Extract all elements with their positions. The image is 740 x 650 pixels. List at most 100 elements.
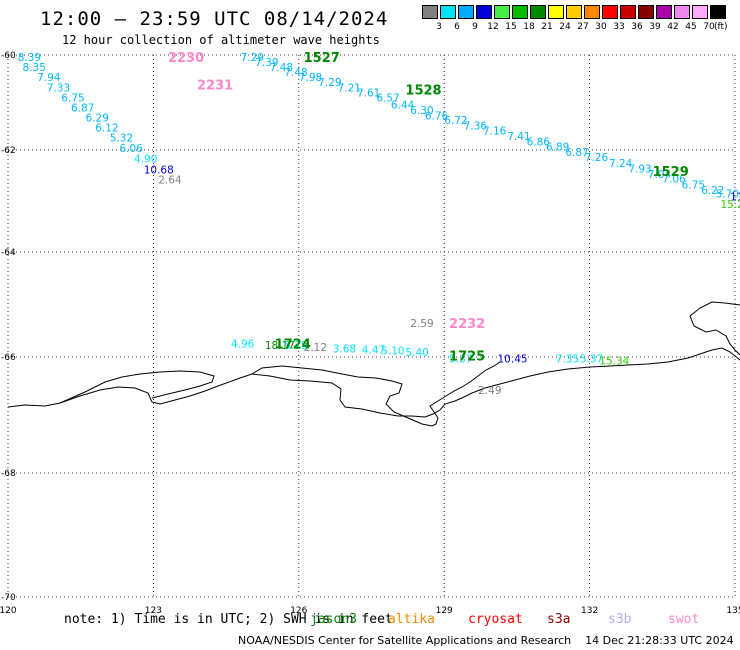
satellite-legend-item: cryosat <box>468 612 523 627</box>
lat-tick-label: -68 <box>1 469 16 479</box>
page-title: 12:00 – 23:59 UTC 08/14/2024 <box>40 8 389 30</box>
wave-height-value: 5.10 <box>381 346 404 358</box>
color-scale-label: 45 <box>685 22 697 32</box>
wave-height-value: 10.68 <box>144 164 174 176</box>
wave-height-value: 6.30 <box>410 105 433 117</box>
note-text: note: 1) Time is in UTC; 2) SWH is in fe… <box>64 612 393 627</box>
wave-height-value: 7.26 <box>585 152 609 164</box>
wave-height-value: 7.41 <box>507 131 530 143</box>
wave-height-value: 15.27 <box>720 199 740 211</box>
lon-tick-label: 123 <box>145 606 162 616</box>
color-scale-swatch <box>512 5 528 19</box>
wave-height-value: 5.70 <box>716 188 739 200</box>
lat-tick-label: -64 <box>1 248 16 258</box>
ice-shelf-west <box>59 370 215 404</box>
color-scale-label: 70 <box>703 22 715 32</box>
wave-height-value: 6.87 <box>71 102 94 114</box>
lat-tick-label: -66 <box>1 353 16 363</box>
wave-height-value: 5.40 <box>405 347 428 359</box>
wave-height-value: 6.44 <box>391 99 415 111</box>
wave-height-value: 2.64 <box>158 175 182 187</box>
pass-time-label: 2231 <box>197 78 233 93</box>
lon-tick-label: 132 <box>581 606 598 616</box>
color-scale-unit: (ft) <box>714 22 728 32</box>
wave-height-value: 5.25 <box>284 340 307 352</box>
pass-time-label: 1528 <box>405 84 441 99</box>
color-scale-label: 6 <box>454 22 460 32</box>
satellite-legend-item: s3a <box>547 612 571 627</box>
lat-lon-grid: 120 123 126 129 132 135 -60 -62 -64 -66 -68 -70 <box>0 51 740 616</box>
color-scale-label: 21 <box>541 22 553 32</box>
wave-height-value: 7.16 <box>483 126 507 138</box>
wave-height-value: 3.68 <box>333 344 356 356</box>
color-scale-swatch <box>692 5 708 19</box>
color-scale-swatch <box>458 5 474 19</box>
lon-tick-label: 120 <box>0 606 17 616</box>
wave-height-value: 2.12 <box>304 342 327 354</box>
satellite-legend-item: swot <box>668 612 700 627</box>
satellite-legend: jason3 altika cryosat s3a s3b swot <box>0 612 740 630</box>
wave-height-value: 7.93 <box>628 163 651 175</box>
satellite-pass-labels: 2230 2231 1527 1528 1529 1724 2232 1725 <box>168 51 689 365</box>
wave-height-value: 7.06 <box>662 174 686 186</box>
color-scale-swatch <box>476 5 492 19</box>
wave-height-value: 4.47 <box>362 345 385 357</box>
wave-height-value: 7.24 <box>609 158 633 170</box>
wave-height-value: 7.39 <box>255 57 278 69</box>
color-scale-label: 24 <box>559 22 571 32</box>
pass-time-label: 2230 <box>168 51 204 66</box>
satellite-legend-item: altika <box>388 612 435 627</box>
color-scale-swatch <box>674 5 690 19</box>
coastline-east <box>689 301 740 356</box>
wave-height-value: 6.12 <box>95 123 118 135</box>
wave-height-value: 6.87 <box>565 147 588 159</box>
lat-tick-label: -60 <box>1 51 16 61</box>
wave-height-observations: 8.398.357.947.336.756.876.296.125.326.06… <box>18 52 740 397</box>
wave-height-value: 5.32 <box>110 133 133 145</box>
wave-height-value: 6.76 <box>425 110 449 122</box>
wave-height-value: 10.45 <box>498 354 528 366</box>
color-scale-label: 12 <box>487 22 499 32</box>
satellite-legend-item: jason3 <box>310 612 357 627</box>
color-scale-label: 15 <box>505 22 517 32</box>
wave-height-value: 7.48 <box>284 67 307 79</box>
wave-height-value: 6.29 <box>86 113 109 125</box>
wave-height-value: 7.98 <box>299 72 322 84</box>
color-scale-swatch <box>656 5 672 19</box>
wave-height-value: 5.37 <box>580 354 603 366</box>
color-scale-swatch <box>566 5 582 19</box>
color-scale-swatch <box>638 5 654 19</box>
color-scale-label: 30 <box>595 22 607 32</box>
color-scale-swatch <box>440 5 456 19</box>
wave-height-value: 7.33 <box>47 82 70 94</box>
page-subtitle: 12 hour collection of altimeter wave hei… <box>62 33 380 47</box>
ice-shelf-central <box>251 361 501 427</box>
wave-height-value: 6.75 <box>682 180 705 192</box>
wave-height-value: 6.22 <box>701 185 724 197</box>
wave-height-value: 6.06 <box>119 143 143 155</box>
pass-time-label: 1527 <box>304 51 340 66</box>
wave-height-value: 6.89 <box>546 142 569 154</box>
color-scale-label: 27 <box>577 22 589 32</box>
wave-height-value: 7.48 <box>270 62 293 74</box>
color-scale-label: 36 <box>631 22 643 32</box>
color-scale-swatch <box>494 5 510 19</box>
coastline-main <box>7 347 740 418</box>
color-scale-swatch <box>602 5 618 19</box>
color-scale-swatch <box>620 5 636 19</box>
wave-height-value: 15.34 <box>599 355 629 367</box>
color-scale-swatch <box>710 5 726 19</box>
wave-height-value: 8.35 <box>23 62 46 74</box>
wave-height-value: 7.61 <box>357 88 380 100</box>
color-scale-swatch <box>530 5 546 19</box>
color-scale-label: 3 <box>436 22 442 32</box>
wave-height-value: 4.96 <box>231 338 255 350</box>
wave-height-value: 5.37 <box>449 354 472 366</box>
color-scale-label: 39 <box>649 22 661 32</box>
color-scale-swatch <box>548 5 564 19</box>
pass-time-label: 1725 <box>449 349 485 364</box>
wave-height-value: 7.29 <box>241 52 264 64</box>
color-scale-label: 18 <box>523 22 535 32</box>
wave-height-value: 6.57 <box>376 92 399 104</box>
